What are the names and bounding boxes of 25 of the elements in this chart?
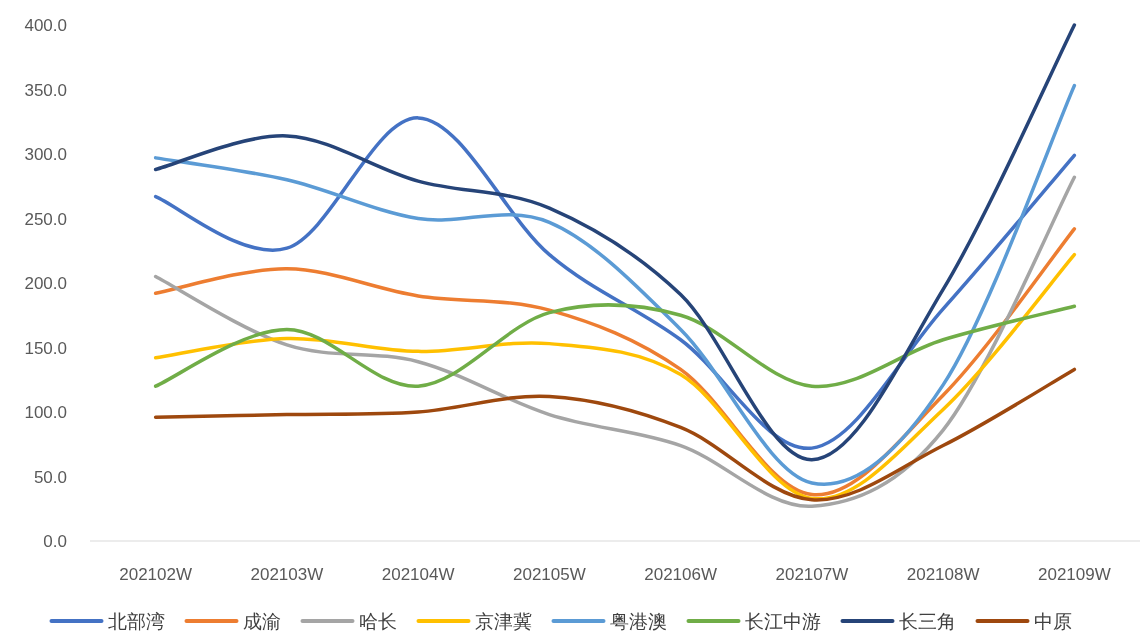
legend-label: 京津冀 <box>474 611 532 632</box>
y-tick-label: 350.0 <box>24 80 67 100</box>
y-tick-label: 300.0 <box>24 145 67 164</box>
x-tick-label: 202103W <box>250 565 324 584</box>
x-tick-label: 202102W <box>119 565 193 584</box>
x-tick-label: 202109W <box>1037 565 1111 584</box>
y-tick-label: 200.0 <box>24 274 67 293</box>
y-tick-label: 50.0 <box>33 467 67 487</box>
legend-label: 长江中游 <box>744 611 821 632</box>
x-tick-label: 202106W <box>644 565 718 584</box>
legend-label: 北部湾 <box>107 611 165 632</box>
y-tick-label: 400.0 <box>24 16 67 35</box>
x-tick-label: 202107W <box>775 565 849 584</box>
legend-label: 长三角 <box>898 611 956 632</box>
y-tick-label: 100.0 <box>24 403 67 422</box>
y-tick-label: 250.0 <box>24 209 67 229</box>
legend-label: 哈长 <box>358 611 397 632</box>
x-tick-label: 202108W <box>906 565 980 584</box>
legend-label: 中原 <box>1033 611 1072 632</box>
x-tick-label: 202105W <box>512 565 586 584</box>
legend-label: 粤港澳 <box>609 611 667 632</box>
y-tick-label: 150.0 <box>24 338 67 358</box>
legend-label: 成渝 <box>242 611 281 632</box>
y-tick-label: 0.0 <box>43 532 67 551</box>
x-tick-label: 202104W <box>381 565 455 584</box>
